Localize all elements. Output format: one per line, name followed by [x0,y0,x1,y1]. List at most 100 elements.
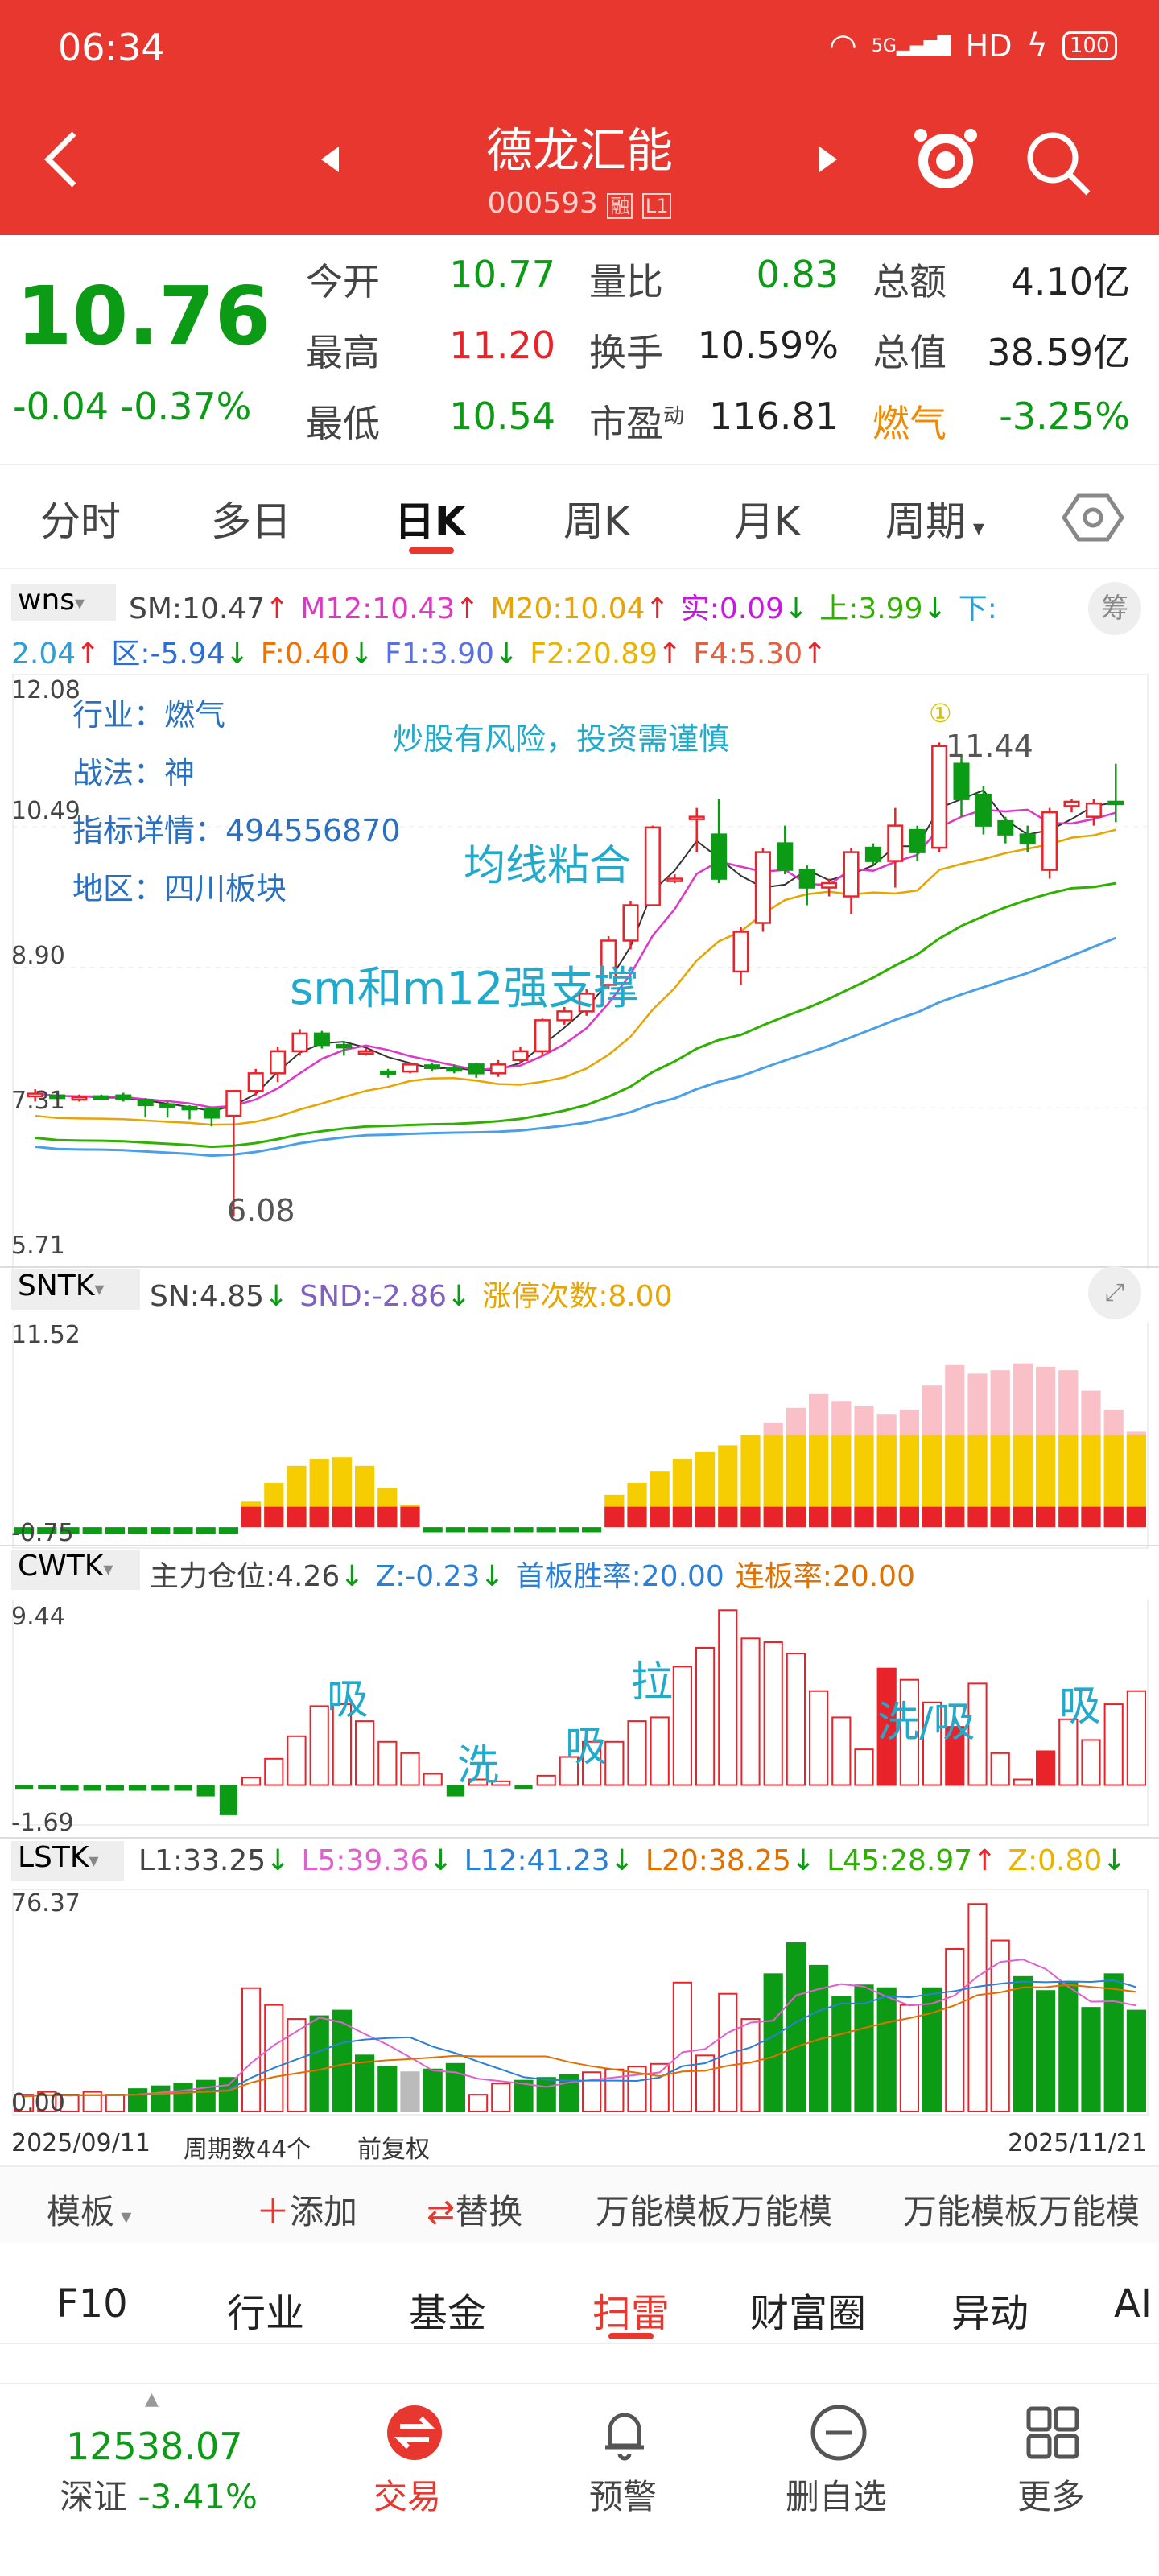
arrow-down-icon: ↓ [428,1844,453,1877]
arrow-down-icon: ↓ [609,1844,634,1877]
arrow-down-icon: ↓ [349,638,374,671]
cwtk-bar [400,1752,420,1786]
arrow-down-icon: ↓ [494,638,519,671]
info-tactic: 战法：神 [72,755,196,791]
candle-body [777,842,794,871]
tab-5[interactable]: 周期 ▾ [885,498,984,545]
triangle-left-icon [321,147,339,172]
indicator-value: Z:-0.23↓ [375,1560,505,1593]
candle-body [1107,800,1124,806]
indicator-value: 涨停次数:8.00 [482,1280,673,1313]
cwtk-chart[interactable] [0,1600,1159,1873]
sntk-selector[interactable]: SNTK▾ [11,1269,140,1310]
lstk-bar [1081,2007,1101,2112]
tab-1[interactable]: 多日 [211,498,291,545]
subtab-2[interactable]: 基金 [409,2291,487,2336]
lstk-y-top: 76.37 [11,1889,80,1918]
cwtk-bar [309,1705,329,1786]
nav-remove[interactable] [806,2401,871,2468]
sntk-bar-red [740,1506,761,1528]
nav-alert[interactable] [592,2401,657,2468]
lstk-selector[interactable]: LSTK▾ [11,1841,124,1881]
dropdown-icon: ▾ [103,1558,113,1580]
quote-label: 总值 [872,331,947,374]
tab-3[interactable]: 周K [563,498,630,545]
candle-body [115,1094,132,1100]
lstk-ma-line [24,1984,1137,2098]
add-template-button[interactable]: ＋添加 [256,2185,357,2234]
kline-area[interactable]: wns▾ SM:10.47↑ M12:10.43↑ M20:10.04↑ 实:0.09… [0,569,1159,2164]
cwtk-bar [922,1701,942,1786]
cwtk-bar [672,1666,692,1786]
settings-button[interactable] [1061,489,1127,549]
wns-selector[interactable]: wns▾ [11,584,116,621]
template-item[interactable]: 万能模板万能模 [596,2192,833,2231]
quote-value: 116.81 [709,394,839,438]
lstk-chart[interactable] [0,1889,1159,2123]
nav-trade-label[interactable]: 交易 [373,2477,442,2516]
replace-template-button[interactable]: ⇄替换 [427,2185,522,2234]
sntk-bar [218,1527,238,1534]
candle-body [556,1010,573,1022]
prev-stock-button[interactable] [318,145,342,177]
indicator-value: 上:3.99↓ [819,592,947,625]
lstk-bar [173,2083,193,2112]
template-item[interactable]: 万能模板万能模 [903,2192,1140,2231]
subtab-3[interactable]: 扫雷 [592,2291,670,2336]
nav-trade[interactable] [378,2401,451,2468]
sntk-bar-red [377,1506,398,1528]
sntk-bar-red [786,1506,806,1528]
last-price: 10.76 [16,269,271,363]
sntk-bar-red [287,1506,307,1528]
template-menu[interactable]: 模板 ▾ [47,2185,131,2234]
sntk-bar [491,1527,511,1533]
lstk-bar [967,1903,988,2112]
candle-body [490,1063,507,1075]
lstk-bar [763,1973,783,2112]
quote-label: 最低 [306,402,380,445]
info-industry: 行业：燃气 [72,697,226,733]
nav-alert-label[interactable]: 预警 [589,2477,658,2516]
sntk-bar [559,1527,579,1533]
index-line[interactable]: 深证 -3.41% [60,2470,258,2519]
lstk-bar [786,1942,806,2113]
search-button[interactable] [1022,127,1095,203]
sntk-bar [173,1527,193,1534]
sntk-chart[interactable] [0,1323,1159,1596]
back-button[interactable] [39,127,87,192]
y-label-4: 7.31 [11,1087,65,1115]
nav-more[interactable] [1021,2401,1085,2468]
subtab-1[interactable]: 行业 [227,2291,305,2336]
dropdown-icon: ▾ [94,1278,105,1300]
tab-4[interactable]: 月K [734,498,801,545]
lstk-bar [1058,1981,1079,2113]
subtab-4[interactable]: 财富圈 [750,2291,867,2336]
lstk-bar [128,2088,148,2112]
subtab-5[interactable]: 异动 [951,2291,1029,2336]
nav-remove-label[interactable]: 删自选 [786,2477,888,2516]
lstk-bar [14,2094,35,2113]
app-header: 06:34 ◠ 5G▂▄▆█ HD ϟ 100 德龙汇能 000593 融 L1 [0,0,1159,235]
sntk-bar [423,1527,443,1533]
plus-icon: ＋ [256,2192,291,2231]
tab-0[interactable]: 分时 [40,498,121,545]
chip-distribution-button[interactable]: 筹 [1088,582,1141,635]
hd-label: HD [965,28,1013,64]
candle-body [468,1063,485,1075]
next-stock-button[interactable] [816,145,840,177]
kline-chart[interactable] [0,674,1159,1269]
sntk-bar-red [763,1506,783,1528]
nav-more-label[interactable]: 更多 [1017,2477,1086,2516]
cwtk-selector[interactable]: CWTK▾ [11,1550,140,1590]
subtab-6[interactable]: AI [1114,2281,1152,2326]
indicator-value: 首板胜率:20.00 [515,1560,724,1593]
sntk-bar-red [945,1506,965,1528]
mascot-button[interactable] [909,121,982,201]
index-value[interactable]: 12538.07 [66,2425,243,2468]
expand-button[interactable]: ⤢ [1088,1266,1141,1319]
subtab-0[interactable]: F10 [56,2281,128,2326]
candle-body [688,815,705,820]
quote-label: 总额 [872,260,947,303]
tab-2[interactable]: 日K [394,498,466,545]
quote-label: 量比 [589,260,663,303]
